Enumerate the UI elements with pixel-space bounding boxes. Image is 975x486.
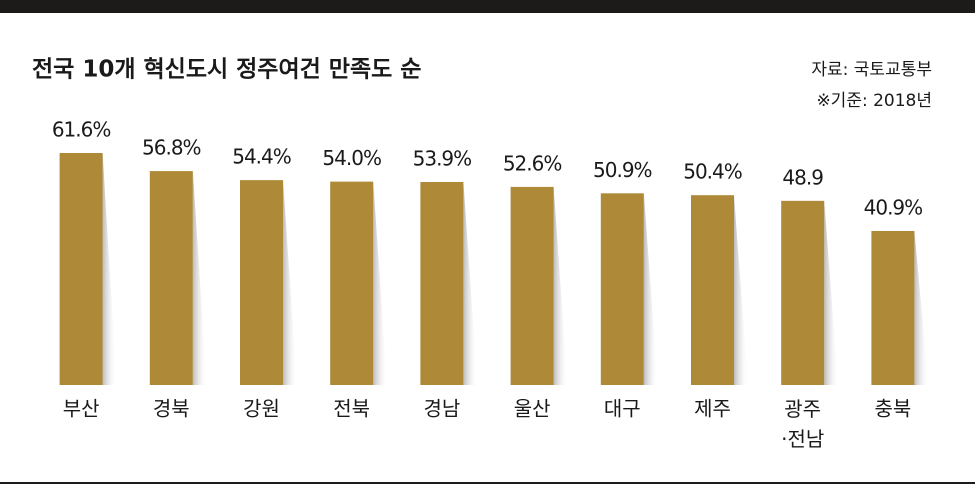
value-label: 53.9% [413, 147, 472, 171]
bar [691, 195, 734, 385]
bar [59, 153, 103, 385]
bar-shadow [373, 181, 388, 385]
value-label: 54.0% [322, 146, 381, 170]
bar [600, 193, 644, 385]
bottom-rule [0, 482, 975, 484]
chart-title: 전국 10개 혁신도시 정주여건 만족도 순 [32, 57, 421, 83]
x-tick-label: 충북 [874, 397, 911, 421]
value-label: 52.6% [503, 151, 562, 175]
bar [420, 182, 464, 385]
bar-shadow [824, 200, 839, 385]
x-tick-label: 경북 [153, 397, 190, 421]
x-tick-label: 광주 ·전남 [781, 397, 824, 451]
value-label: 56.8% [142, 136, 201, 160]
value-label: 40.9% [864, 195, 923, 219]
x-tick-label: 경남 [423, 397, 460, 421]
value-label: 50.4% [683, 160, 742, 184]
bar-shadow [102, 153, 117, 385]
source: 자료: 국토교통부 [811, 60, 932, 80]
bar [330, 181, 374, 385]
bar-shadow [283, 180, 297, 385]
value-label: 50.9% [593, 158, 652, 182]
bar [510, 186, 554, 385]
value-label: 48.9 [782, 165, 823, 189]
bar [149, 171, 193, 385]
bar-shadow [734, 195, 748, 385]
bar-shadow [463, 182, 478, 385]
value-label: 61.6% [52, 118, 111, 142]
bar [871, 230, 915, 385]
bar-shadow [914, 230, 929, 385]
bar-shadow [192, 171, 207, 385]
bar-shadow [643, 193, 658, 385]
x-tick-label: 강원 [243, 397, 280, 421]
x-tick-label: 제주 [694, 397, 731, 421]
x-tick-label: 전북 [333, 397, 370, 421]
bar-shadow [553, 186, 568, 385]
bar [240, 180, 283, 385]
x-tick-label: 대구 [604, 397, 641, 421]
note: ※기준: 2018년 [816, 91, 932, 111]
x-tick-label: 부산 [63, 397, 100, 421]
value-label: 54.4% [232, 145, 291, 169]
top-band [0, 0, 975, 13]
bar [781, 200, 825, 385]
x-tick-label: 울산 [514, 397, 551, 421]
